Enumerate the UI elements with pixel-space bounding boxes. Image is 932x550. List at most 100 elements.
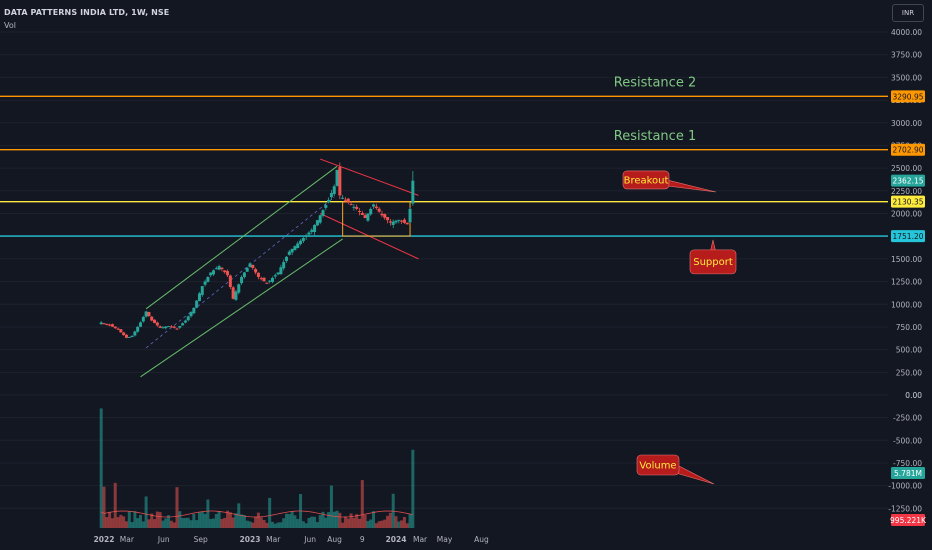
- volume-bar: [183, 517, 187, 528]
- price-tick-label: 2000.00: [891, 210, 922, 219]
- time-tick-label: May: [437, 535, 453, 544]
- volume-bar: [136, 518, 140, 528]
- candle-body: [307, 232, 311, 235]
- annotations[interactable]: Resistance 2 Resistance 1 Breakout Support V…: [614, 75, 737, 485]
- volume-bar: [270, 521, 274, 528]
- candle-body: [226, 271, 230, 276]
- volume-tick-label: 0.00: [905, 391, 922, 400]
- volume-bar: [240, 514, 244, 528]
- candle-body: [206, 277, 210, 282]
- volume-bar: [262, 520, 266, 528]
- volume-bar: [195, 520, 199, 528]
- currency-selector[interactable]: INR: [892, 4, 924, 22]
- candle-body: [167, 326, 171, 328]
- price-tick-label: 4000.00: [891, 28, 922, 37]
- candle-body: [341, 197, 345, 199]
- candle-body: [217, 266, 221, 270]
- volume-bar: [99, 408, 103, 528]
- volume-bar: [110, 518, 114, 528]
- candle-body: [228, 275, 232, 288]
- candle-body: [310, 229, 314, 232]
- volume-bar: [119, 514, 123, 528]
- candle-body: [136, 326, 140, 332]
- volume-bar: [394, 516, 398, 528]
- candle-body: [150, 316, 154, 321]
- time-tick-label: Mar: [120, 535, 135, 544]
- volume-bar: [231, 517, 235, 528]
- volume-bar: [332, 511, 336, 528]
- candle-body: [237, 284, 241, 293]
- volume-bar: [158, 512, 162, 528]
- volume-bar: [304, 523, 308, 528]
- candle-body: [164, 326, 168, 329]
- volume-bar: [105, 517, 109, 528]
- volume-bar: [251, 522, 255, 528]
- candle-body: [352, 206, 356, 208]
- candle-body: [178, 326, 182, 328]
- volume-bar: [223, 517, 227, 528]
- volume-callout: Volume: [636, 454, 715, 485]
- price-tag-label: 3290.95: [892, 92, 923, 101]
- price-tag-bg: [891, 174, 925, 187]
- time-tick-label: 2023: [240, 535, 261, 544]
- volume-bar: [124, 521, 128, 528]
- volume-bar: [203, 513, 207, 528]
- price-tick-label: 3500.00: [891, 73, 922, 82]
- price-tick-label: 3000.00: [891, 119, 922, 128]
- volume-bar: [259, 517, 263, 528]
- candle-body: [279, 267, 283, 275]
- price-tick-label: 0.00: [905, 391, 922, 400]
- candle-body: [270, 277, 274, 282]
- candle-body: [268, 280, 272, 282]
- horizontal-levels[interactable]: [0, 95, 888, 237]
- time-axis[interactable]: 2022 Mar Jun Sep 2023 Mar Jun Aug 9 2024 Mar May Aug: [94, 535, 489, 544]
- volume-bar: [200, 511, 204, 528]
- candle-body: [321, 210, 325, 216]
- candle-body: [343, 199, 347, 201]
- volume-tick-label: -1250.00: [888, 504, 922, 513]
- volume-bar: [352, 517, 356, 528]
- falling-channel-upper: [320, 158, 419, 196]
- candle-body: [265, 282, 269, 284]
- candle-body: [181, 323, 185, 326]
- support-callout: Support: [689, 239, 737, 275]
- candle-body: [147, 312, 151, 317]
- volume-bar: [102, 486, 106, 528]
- volume-bar: [144, 496, 148, 528]
- volume-tick-label: -750.00: [893, 459, 922, 468]
- volume-bar: [256, 512, 260, 528]
- volume-label: Vol: [4, 21, 16, 30]
- volume-bar: [310, 516, 314, 528]
- volume-bar: [307, 517, 311, 528]
- volume-tag-label: 5.781M: [894, 469, 922, 478]
- volume-bar: [321, 511, 325, 528]
- chart-title: DATA PATTERNS INDIA LTD, 1W, NSE: [4, 8, 170, 17]
- volume-bar: [380, 520, 384, 528]
- price-tick-label: 1500.00: [891, 255, 922, 264]
- candle-body: [141, 316, 145, 322]
- candle-body: [299, 240, 303, 245]
- trend-channels[interactable]: [140, 158, 419, 378]
- price-tag-label: 1751.20: [892, 232, 923, 241]
- volume-bar: [242, 515, 246, 528]
- candle-body: [380, 213, 384, 216]
- time-tick-label: Jun: [157, 535, 170, 544]
- price-tick-label: 2500.00: [891, 164, 922, 173]
- candle-body: [324, 205, 328, 208]
- volume-bar: [290, 511, 294, 528]
- candle-body: [349, 204, 353, 206]
- volume-bar: [192, 513, 196, 528]
- volume-bar: [265, 522, 269, 528]
- candle-body: [209, 272, 213, 276]
- candle-body: [405, 222, 409, 225]
- candle-body: [242, 272, 246, 277]
- price-tag-label: 2702.90: [892, 146, 923, 155]
- candle-body: [248, 263, 252, 267]
- price-tick-label: 500.00: [896, 346, 922, 355]
- candle-body: [105, 323, 109, 325]
- volume-tick-label: -250.00: [893, 414, 922, 423]
- candle-body: [282, 262, 286, 269]
- candle-body: [102, 323, 106, 325]
- channel-lower-line: [140, 238, 343, 378]
